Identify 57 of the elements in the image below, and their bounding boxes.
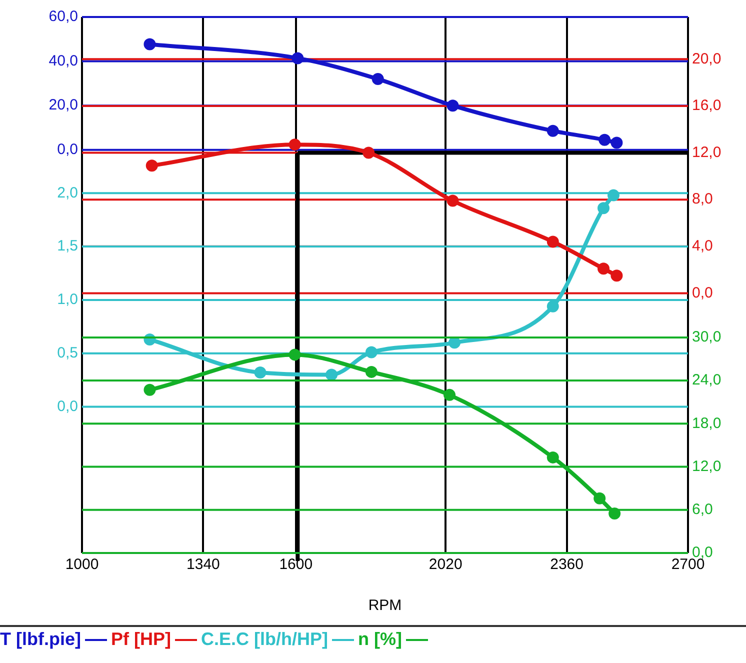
x-tick-label: 1340 — [186, 556, 220, 574]
point — [288, 348, 301, 361]
point — [446, 194, 459, 207]
point — [292, 52, 304, 64]
y3-tick-label: 0,5 — [57, 344, 78, 362]
y2-tick-label: 8,0 — [692, 190, 713, 208]
y2-tick-label: 6,0 — [692, 501, 713, 518]
legend-label: n [%] — [358, 629, 402, 650]
y3-tick-label: 1,0 — [57, 291, 78, 308]
y2-tick-label: 12,0 — [692, 458, 722, 475]
y2-tick-label: 20,0 — [692, 50, 722, 68]
point — [326, 368, 338, 381]
y3-tick-label: 1,5 — [57, 238, 78, 255]
point — [144, 38, 156, 50]
y2-tick-label: 12,0 — [692, 144, 722, 161]
point — [146, 160, 158, 172]
legend-label: C.E.C [lb/h/HP] — [200, 629, 328, 650]
point — [362, 146, 375, 159]
legend-label: Pf [HP] — [110, 629, 171, 650]
point — [254, 366, 266, 379]
y3-tick-label: 2,0 — [57, 184, 78, 202]
y-tick-label: 0,0 — [57, 141, 78, 158]
point — [288, 138, 301, 151]
y-tick-label: 20,0 — [48, 96, 78, 114]
y2-tick-label: 18,0 — [692, 414, 722, 432]
point — [365, 366, 378, 378]
point — [546, 300, 559, 312]
point — [144, 333, 156, 346]
x-tick-label: 1600 — [279, 556, 313, 574]
y-tick-label: 60,0 — [48, 8, 78, 26]
y2-tick-label: 0,0 — [692, 284, 713, 302]
y2-tick-label: 24,0 — [692, 372, 722, 389]
x-tick-label: 1000 — [65, 556, 99, 574]
point — [598, 134, 611, 146]
point — [607, 189, 620, 202]
point — [594, 492, 606, 504]
point — [610, 270, 623, 282]
x-axis-title: RPM — [368, 597, 402, 614]
point — [372, 73, 384, 86]
x-tick-label: 2020 — [428, 556, 462, 574]
legend-label: T [lbf.pie] — [0, 629, 81, 650]
y2-tick-label: 4,0 — [692, 238, 713, 255]
point — [446, 100, 459, 112]
point — [546, 451, 559, 464]
y2-tick-label: 30,0 — [692, 328, 722, 346]
point — [365, 346, 378, 358]
y2-tick-label: 16,0 — [692, 97, 722, 114]
point — [546, 124, 559, 137]
x-tick-label: 2360 — [550, 556, 584, 574]
point — [608, 507, 621, 520]
y-tick-label: 40,0 — [48, 52, 78, 70]
point — [144, 384, 156, 396]
point — [546, 236, 559, 248]
point — [444, 388, 456, 401]
point — [610, 136, 623, 149]
point — [598, 262, 610, 275]
point — [598, 202, 610, 214]
